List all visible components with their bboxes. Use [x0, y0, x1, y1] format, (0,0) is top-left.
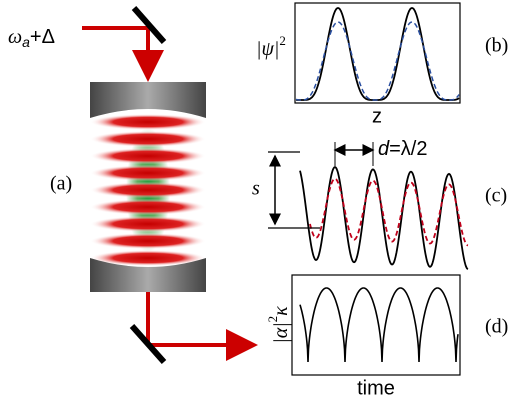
- cavity: [90, 82, 206, 292]
- spacing-label: d=λ/2: [378, 138, 427, 160]
- y-axis-label: |α|2κ: [265, 306, 292, 344]
- plot-frame: [294, 2, 461, 104]
- field-blob: [90, 216, 206, 232]
- height-label: s: [252, 178, 260, 200]
- plot-frame: [291, 274, 461, 376]
- x-axis-label: time: [357, 377, 395, 399]
- field-blob: [90, 165, 206, 181]
- panel-tag: (d): [485, 316, 508, 338]
- field-blob: [90, 250, 206, 266]
- field-blob: [90, 148, 206, 164]
- panel-tag: (c): [485, 185, 507, 207]
- curve-dashed: [295, 21, 460, 101]
- beam: [82, 6, 258, 364]
- field-blob: [90, 182, 206, 198]
- field-blob: [90, 114, 206, 130]
- curve: [299, 287, 459, 363]
- panel-tag: (b): [485, 35, 508, 57]
- panel-tag: (a): [50, 173, 72, 195]
- field-blob: [90, 233, 206, 249]
- y-axis-label: |ψ|2: [256, 33, 286, 60]
- x-axis-label: z: [372, 105, 382, 127]
- laser-label: ωa+Δ: [8, 26, 55, 50]
- curve: [299, 166, 469, 270]
- curve-dashed: [309, 177, 469, 247]
- field-blob: [90, 199, 206, 215]
- field-blob: [90, 131, 206, 147]
